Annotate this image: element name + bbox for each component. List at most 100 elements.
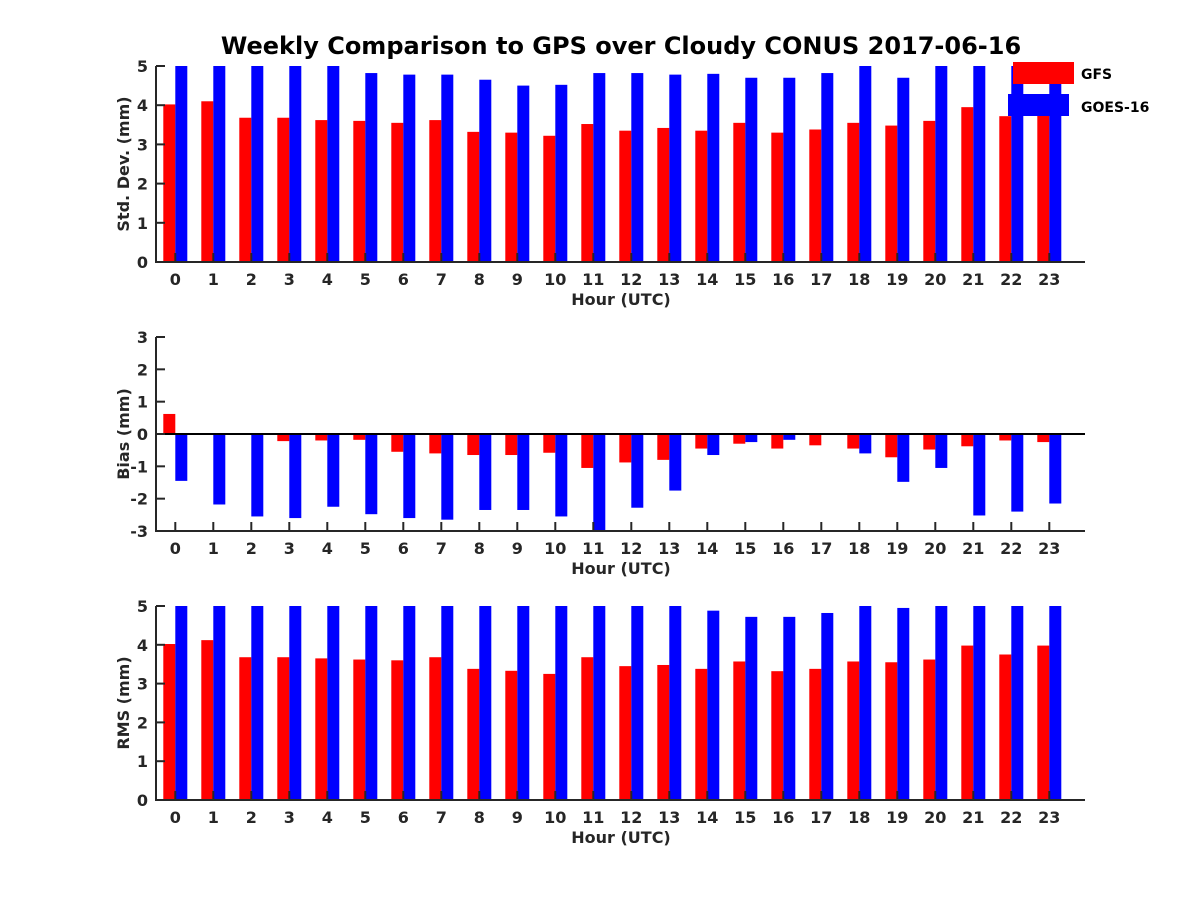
bar-gfs-hour-7 bbox=[429, 120, 442, 262]
bar-goes16-hour-2 bbox=[251, 606, 264, 800]
bar-goes16-hour-22 bbox=[1011, 606, 1024, 800]
bar-goes16-hour-8 bbox=[479, 79, 492, 262]
x-tick-label: 11 bbox=[582, 808, 604, 827]
x-tick-label: 17 bbox=[810, 270, 832, 289]
bar-gfs-hour-13 bbox=[657, 664, 670, 800]
bar-goes16-hour-20 bbox=[935, 434, 948, 468]
bar-goes16-hour-7 bbox=[441, 434, 454, 520]
bar-goes16-hour-22 bbox=[1011, 434, 1024, 512]
bar-goes16-hour-13 bbox=[669, 434, 682, 491]
bar-gfs-hour-0 bbox=[163, 413, 176, 434]
x-tick-label: 22 bbox=[1000, 539, 1022, 558]
bar-goes16-hour-18 bbox=[859, 434, 872, 454]
bar-goes16-hour-11 bbox=[593, 73, 606, 262]
x-tick-label: 1 bbox=[208, 539, 219, 558]
bar-gfs-hour-5 bbox=[353, 659, 366, 800]
bar-gfs-hour-10 bbox=[543, 434, 556, 453]
y-tick-label: 5 bbox=[137, 57, 148, 76]
x-tick-label: 19 bbox=[886, 539, 908, 558]
bar-goes16-hour-1 bbox=[213, 66, 226, 262]
y-axis-label: Std. Dev. (mm) bbox=[114, 96, 133, 231]
bar-gfs-hour-17 bbox=[809, 129, 822, 262]
bar-gfs-hour-8 bbox=[467, 434, 480, 456]
bar-gfs-hour-13 bbox=[657, 434, 670, 460]
bar-goes16-hour-16 bbox=[783, 616, 796, 800]
x-tick-label: 14 bbox=[696, 539, 718, 558]
x-tick-label: 16 bbox=[772, 270, 794, 289]
bar-gfs-hour-3 bbox=[277, 434, 290, 442]
x-tick-label: 16 bbox=[772, 539, 794, 558]
figure-title: Weekly Comparison to GPS over Cloudy CON… bbox=[221, 32, 1021, 60]
bar-goes16-hour-21 bbox=[973, 434, 986, 516]
bar-goes16-hour-0 bbox=[175, 606, 188, 800]
x-tick-label: 0 bbox=[170, 808, 181, 827]
bar-gfs-hour-7 bbox=[429, 434, 442, 454]
bar-gfs-hour-6 bbox=[391, 434, 404, 452]
bar-gfs-hour-18 bbox=[847, 661, 860, 800]
bar-goes16-hour-3 bbox=[289, 66, 302, 262]
bar-gfs-hour-1 bbox=[201, 640, 214, 800]
x-tick-label: 7 bbox=[436, 270, 447, 289]
x-axis-label: Hour (UTC) bbox=[571, 828, 671, 847]
bar-goes16-hour-14 bbox=[707, 73, 720, 262]
bar-gfs-hour-10 bbox=[543, 135, 556, 262]
x-tick-label: 0 bbox=[170, 270, 181, 289]
bar-gfs-hour-3 bbox=[277, 657, 290, 800]
bar-goes16-hour-16 bbox=[783, 434, 796, 440]
y-tick-label: 2 bbox=[137, 175, 148, 194]
bar-goes16-hour-12 bbox=[631, 434, 644, 508]
bar-gfs-hour-4 bbox=[315, 434, 328, 441]
bar-goes16-hour-0 bbox=[175, 434, 188, 481]
bar-gfs-hour-23 bbox=[1037, 115, 1050, 262]
x-tick-label: 23 bbox=[1038, 270, 1060, 289]
bar-goes16-hour-7 bbox=[441, 606, 454, 800]
bar-goes16-hour-21 bbox=[973, 66, 986, 262]
bar-goes16-hour-5 bbox=[365, 606, 378, 800]
bar-goes16-hour-21 bbox=[973, 606, 986, 800]
y-tick-label: -1 bbox=[130, 457, 148, 476]
bar-gfs-hour-22 bbox=[999, 434, 1012, 441]
bar-goes16-hour-11 bbox=[593, 606, 606, 800]
bar-gfs-hour-8 bbox=[467, 131, 480, 262]
bar-goes16-hour-9 bbox=[517, 434, 530, 510]
x-tick-label: 15 bbox=[734, 808, 756, 827]
bar-goes16-hour-4 bbox=[327, 434, 340, 507]
bar-gfs-hour-9 bbox=[505, 132, 518, 262]
bar-gfs-hour-14 bbox=[695, 130, 708, 262]
bar-goes16-hour-17 bbox=[821, 612, 834, 800]
bar-gfs-hour-0 bbox=[163, 644, 176, 800]
bar-goes16-hour-7 bbox=[441, 74, 454, 263]
bar-goes16-hour-6 bbox=[403, 434, 416, 519]
x-tick-label: 5 bbox=[360, 808, 371, 827]
x-tick-label: 7 bbox=[436, 808, 447, 827]
x-tick-label: 14 bbox=[696, 808, 718, 827]
x-axis-label: Hour (UTC) bbox=[571, 290, 671, 309]
y-axis-label: RMS (mm) bbox=[114, 656, 133, 749]
bar-gfs-hour-11 bbox=[581, 657, 594, 800]
bar-gfs-hour-12 bbox=[619, 434, 632, 463]
bar-gfs-hour-6 bbox=[391, 660, 404, 800]
bar-goes16-hour-15 bbox=[745, 616, 758, 800]
x-tick-label: 8 bbox=[474, 539, 485, 558]
x-tick-label: 10 bbox=[544, 539, 566, 558]
x-tick-label: 22 bbox=[1000, 808, 1022, 827]
bar-gfs-hour-20 bbox=[923, 659, 936, 800]
bar-goes16-hour-23 bbox=[1049, 606, 1062, 800]
bar-goes16-hour-0 bbox=[175, 66, 188, 262]
bar-goes16-hour-14 bbox=[707, 434, 720, 456]
bar-gfs-hour-15 bbox=[733, 434, 746, 444]
x-tick-label: 15 bbox=[734, 270, 756, 289]
x-tick-label: 23 bbox=[1038, 539, 1060, 558]
bar-gfs-hour-14 bbox=[695, 668, 708, 800]
bar-goes16-hour-18 bbox=[859, 66, 872, 262]
bar-goes16-hour-1 bbox=[213, 434, 226, 505]
bar-gfs-hour-18 bbox=[847, 122, 860, 262]
bar-goes16-hour-4 bbox=[327, 66, 340, 262]
x-tick-label: 17 bbox=[810, 539, 832, 558]
bar-gfs-hour-16 bbox=[771, 434, 784, 449]
bar-goes16-hour-23 bbox=[1049, 81, 1062, 263]
x-tick-label: 5 bbox=[360, 270, 371, 289]
bar-gfs-hour-4 bbox=[315, 120, 328, 262]
x-tick-label: 4 bbox=[322, 539, 333, 558]
